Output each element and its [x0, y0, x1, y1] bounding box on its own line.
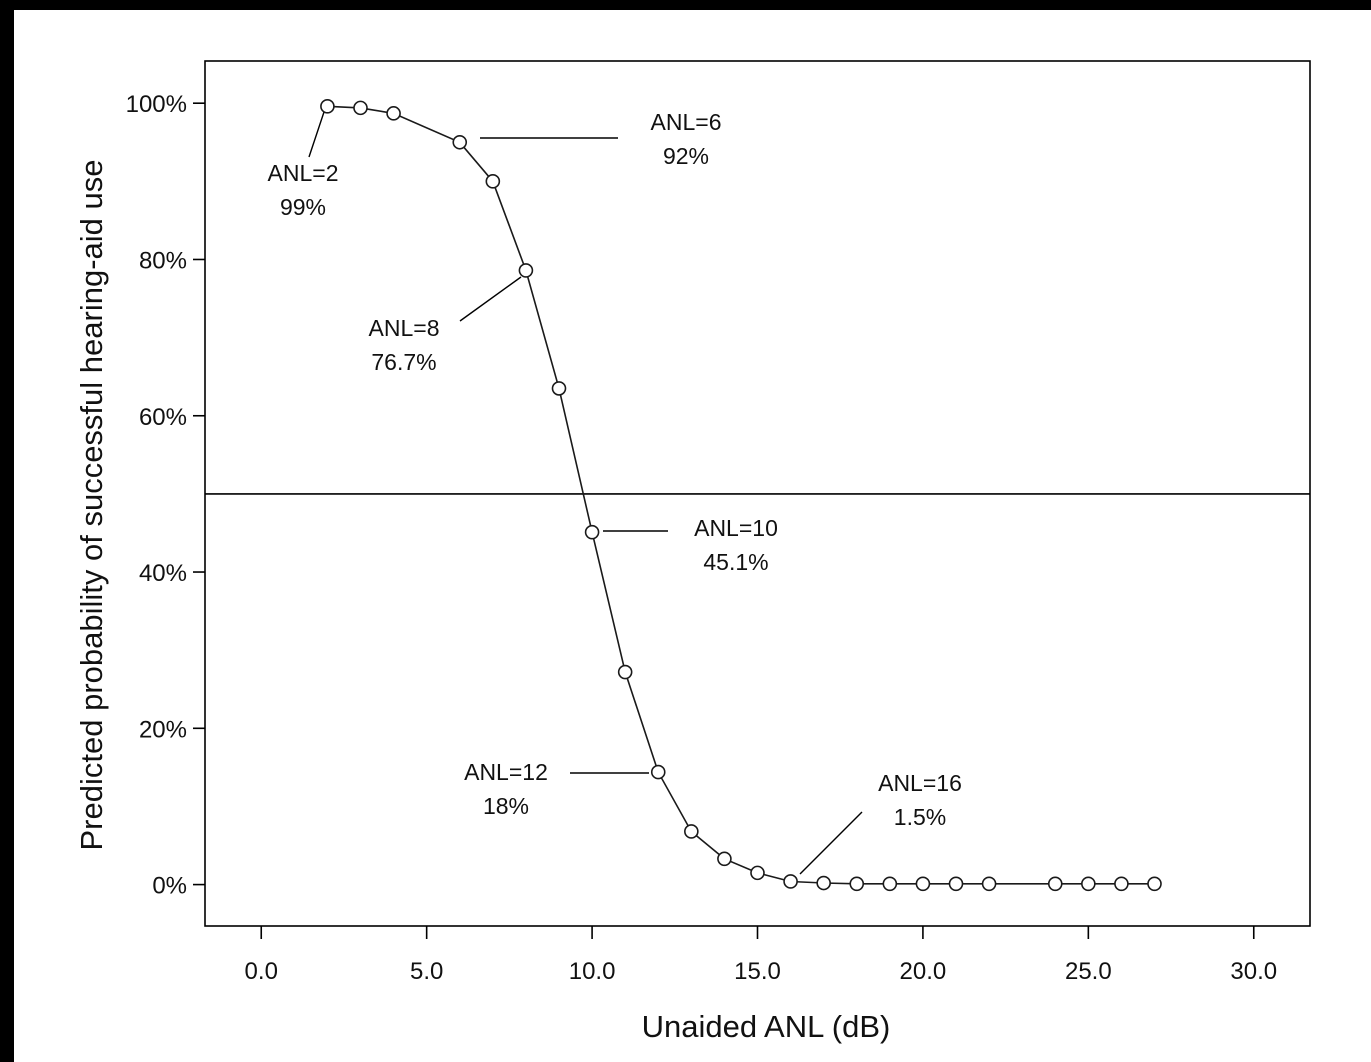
y-axis-title: Predicted probability of successful hear… — [74, 160, 109, 851]
x-tick-label: 20.0 — [900, 958, 947, 985]
x-tick-label: 0.0 — [245, 958, 278, 985]
y-tick-label: 100% — [126, 91, 187, 118]
x-tick-label: 5.0 — [410, 958, 443, 985]
x-tick-label: 15.0 — [734, 958, 781, 985]
data-point — [386, 106, 401, 121]
chart-figure: ANL=2 99% ANL=6 92% ANL=8 76.7% ANL=10 45.1% ANL… — [14, 10, 1371, 1062]
annotation-label: ANL=2 — [268, 160, 339, 186]
data-point — [882, 876, 898, 892]
annotation-label: ANL=6 — [651, 109, 722, 135]
x-axis-title: Unaided ANL (dB) — [642, 1009, 891, 1044]
y-tick-label: 60% — [139, 404, 187, 431]
data-point — [452, 134, 468, 150]
data-point — [783, 874, 798, 889]
annotation-value: 99% — [280, 194, 326, 220]
data-point — [551, 381, 567, 396]
series-line — [327, 105, 1155, 885]
annotation-value: 1.5% — [894, 804, 946, 830]
y-tick-label: 80% — [139, 247, 187, 274]
annotation-label: ANL=10 — [694, 515, 778, 541]
data-point — [1147, 876, 1162, 892]
x-tick-label: 25.0 — [1065, 958, 1112, 985]
data-point — [816, 875, 831, 891]
annotation-value: 92% — [663, 143, 709, 169]
data-point — [717, 851, 732, 867]
x-tick-label: 30.0 — [1230, 958, 1277, 985]
annotation-value: 76.7% — [371, 349, 436, 375]
y-tick-label: 20% — [139, 716, 187, 743]
data-point — [518, 263, 534, 278]
data-point — [948, 876, 964, 892]
data-point — [485, 174, 501, 189]
y-tick-label: 40% — [139, 560, 187, 587]
data-point — [981, 876, 997, 892]
data-point — [353, 100, 368, 116]
chart-svg: ANL=2 99% ANL=6 92% ANL=8 76.7% ANL=10 45.1% ANL… — [74, 60, 1311, 1044]
data-point — [915, 876, 931, 892]
data-point — [584, 524, 600, 540]
annotation-label: ANL=8 — [369, 315, 440, 341]
annotation-label: ANL=16 — [878, 770, 962, 796]
data-point — [1114, 876, 1129, 892]
annotation-leader-line — [308, 105, 327, 158]
annotation-value: 18% — [483, 793, 529, 819]
data-point — [849, 876, 865, 892]
annotation-leader-line — [459, 276, 522, 322]
annotation-leader-line — [799, 811, 863, 875]
data-point — [750, 865, 765, 881]
annotation-value: 45.1% — [703, 549, 768, 575]
data-point — [1047, 876, 1063, 892]
y-tick-label: 0% — [152, 873, 187, 900]
data-point — [1081, 876, 1096, 892]
x-tick-label: 10.0 — [569, 958, 616, 985]
data-point — [617, 664, 633, 680]
data-point — [650, 764, 666, 780]
annotation-label: ANL=12 — [464, 759, 548, 785]
data-point — [320, 99, 335, 114]
data-point — [684, 824, 699, 839]
